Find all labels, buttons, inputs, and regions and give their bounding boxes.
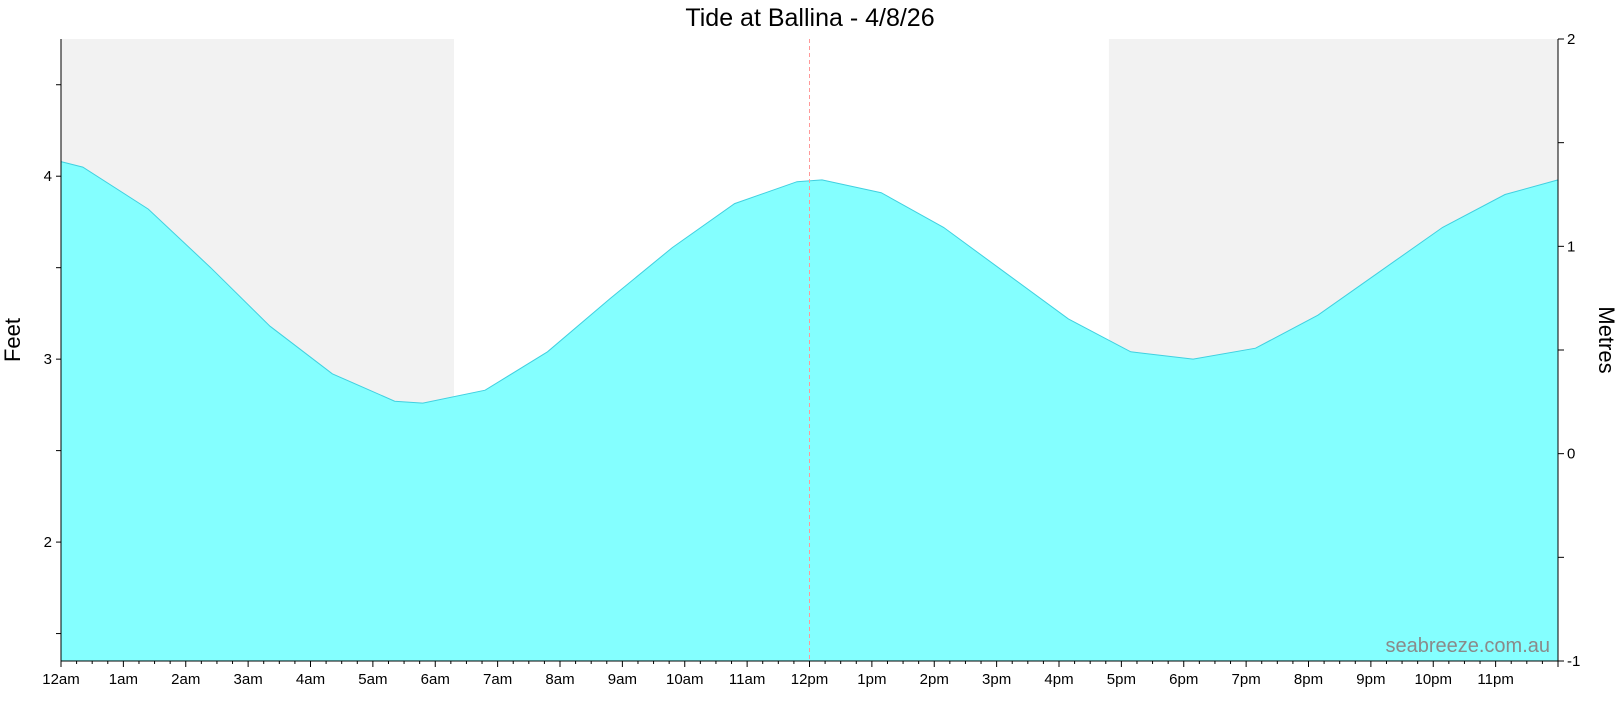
- x-tick-label: 8am: [545, 671, 574, 688]
- y2-tick-label: 2: [1567, 31, 1575, 48]
- x-tick-label: 6pm: [1169, 671, 1198, 688]
- x-tick-label: 11pm: [1477, 671, 1513, 688]
- x-tick-label: 5pm: [1107, 671, 1136, 688]
- x-tick-label: 3pm: [982, 671, 1011, 688]
- x-tick-label: 4pm: [1044, 671, 1073, 688]
- y-tick-label: 3: [44, 351, 52, 368]
- x-tick-label: 10am: [666, 671, 704, 688]
- x-tick-label: 2am: [171, 671, 200, 688]
- y2-tick-label: 1: [1567, 238, 1575, 255]
- y2-tick-label: -1: [1567, 653, 1580, 670]
- x-tick-label: 2pm: [920, 671, 949, 688]
- x-tick-label: 3am: [234, 671, 263, 688]
- x-tick-label: 1pm: [857, 671, 886, 688]
- y-axis-title-metres: Metres: [1594, 306, 1619, 373]
- y-tick-label: 4: [44, 168, 52, 185]
- axes: 2 3 4 -1 0 1 2 12am 1am 2am 3am 4am 5am 6am 7am 8am 9am 1…: [42, 31, 1580, 688]
- chart-title: Tide at Ballina - 4/8/26: [685, 4, 934, 32]
- x-tick-label: 10pm: [1414, 671, 1452, 688]
- y-tick-label: 2: [44, 534, 52, 551]
- x-tick-label: 9am: [608, 671, 637, 688]
- x-tick-label: 8pm: [1294, 671, 1323, 688]
- x-tick-label: 12pm: [791, 671, 829, 688]
- y2-tick-label: 0: [1567, 446, 1575, 463]
- x-tick-label: 9pm: [1356, 671, 1385, 688]
- x-tick-label: 5am: [358, 671, 387, 688]
- x-tick-label: 4am: [296, 671, 325, 688]
- tide-line: [60, 161, 1559, 404]
- x-tick-label: 6am: [421, 671, 450, 688]
- x-tick-label: 7am: [483, 671, 512, 688]
- x-tick-label: 1am: [109, 671, 138, 688]
- x-tick-label: 7pm: [1232, 671, 1261, 688]
- y-axis-title-feet: Feet: [0, 318, 25, 362]
- x-tick-label: 12am: [42, 671, 80, 688]
- watermark: seabreeze.com.au: [1385, 635, 1550, 657]
- x-tick-label: 11am: [729, 671, 765, 688]
